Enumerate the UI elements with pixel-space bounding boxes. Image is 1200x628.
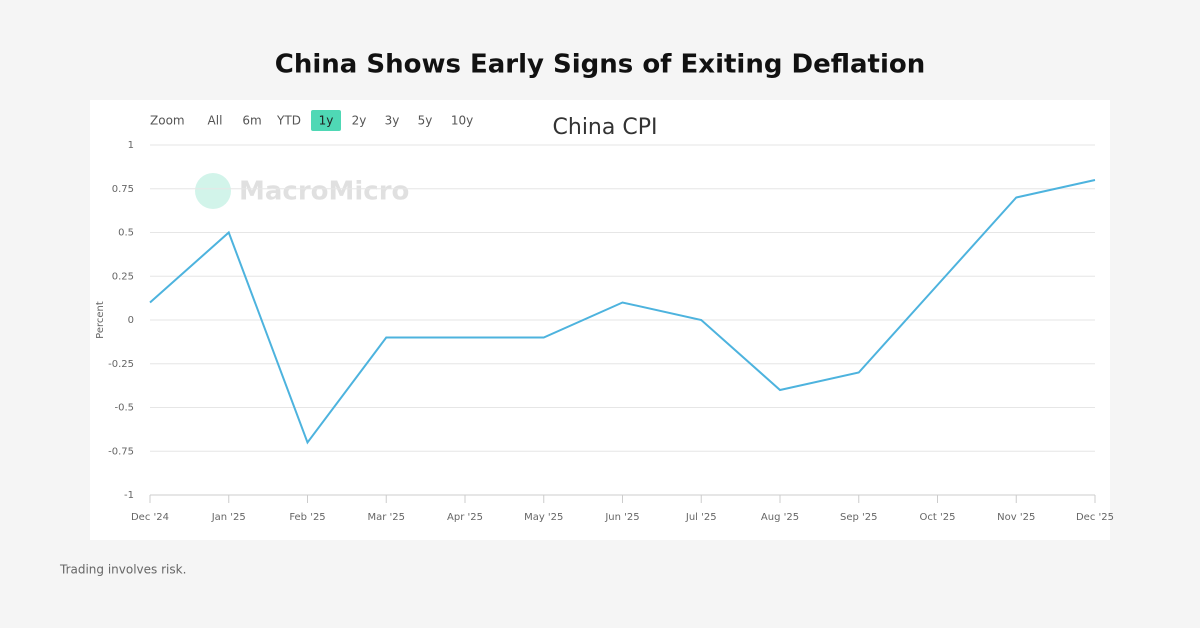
- x-tick-label: Oct '25: [920, 512, 956, 523]
- data-line: [149, 179, 1096, 445]
- watermark: MacroMicro: [239, 177, 409, 207]
- x-tick-label: Nov '25: [997, 512, 1035, 523]
- chart-title: China CPI: [553, 115, 658, 140]
- x-tick-label: Jan '25: [211, 512, 246, 523]
- range-button[interactable]: 2y: [352, 114, 367, 128]
- x-tick-label: Mar '25: [367, 512, 405, 523]
- x-tick-label: Jun '25: [604, 512, 639, 523]
- y-tick-label: -0.5: [114, 403, 134, 414]
- y-tick-label: 0.5: [118, 228, 134, 239]
- x-tick-label: Aug '25: [761, 512, 799, 523]
- range-button[interactable]: All: [208, 114, 223, 128]
- page-title: China Shows Early Signs of Exiting Defla…: [275, 50, 926, 80]
- y-tick-label: -0.25: [108, 359, 134, 370]
- x-tick-label: Apr '25: [447, 512, 483, 523]
- range-button-bg[interactable]: [311, 110, 341, 131]
- x-tick-label: Feb '25: [289, 512, 325, 523]
- range-button[interactable]: 10y: [451, 114, 473, 128]
- range-button[interactable]: YTD: [276, 114, 301, 128]
- watermark-logo: [195, 173, 231, 209]
- y-tick-label: 0.25: [112, 271, 134, 282]
- x-tick-label: Sep '25: [840, 512, 878, 523]
- range-button[interactable]: 5y: [418, 114, 433, 128]
- y-tick-label: 0.75: [112, 184, 134, 195]
- x-tick-label: Dec '25: [1076, 512, 1114, 523]
- x-tick-label: Dec '24: [131, 512, 169, 523]
- range-button[interactable]: 1y: [319, 114, 334, 128]
- footer: Trading involves risk.: [59, 563, 186, 577]
- range-button[interactable]: 6m: [242, 114, 261, 128]
- x-tick-label: May '25: [524, 512, 563, 523]
- y-tick-label: 1: [128, 140, 134, 151]
- range-button[interactable]: 3y: [385, 114, 400, 128]
- y-tick-label: -1: [124, 490, 134, 501]
- y-axis-label: Percent: [95, 301, 106, 339]
- y-tick-label: 0: [128, 315, 134, 326]
- zoom-label: Zoom: [150, 114, 185, 128]
- x-tick-label: Jul '25: [685, 512, 717, 523]
- y-tick-label: -0.75: [108, 446, 134, 457]
